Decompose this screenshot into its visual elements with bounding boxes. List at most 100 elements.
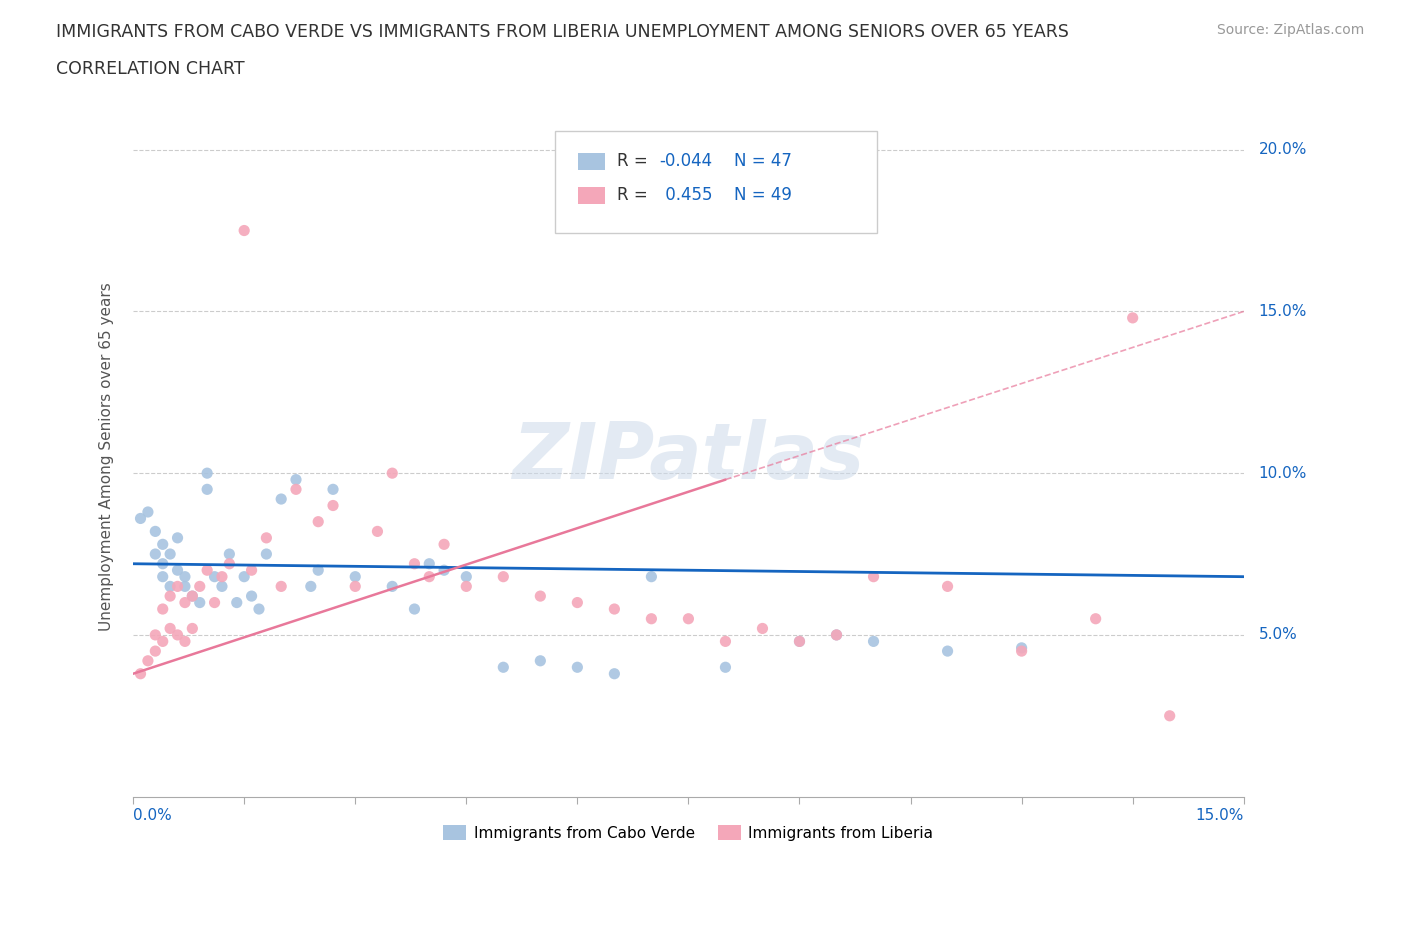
Point [603,666,626,681]
Text: IMMIGRANTS FROM CABO VERDE VS IMMIGRANTS FROM LIBERIA UNEMPLOYMENT AMONG SENIORS: IMMIGRANTS FROM CABO VERDE VS IMMIGRANTS… [56,23,1069,41]
Point [366,524,388,538]
Point [254,530,277,545]
Text: 0.0%: 0.0% [134,807,172,822]
Point [181,589,204,604]
Text: 10.0%: 10.0% [1258,466,1308,481]
Point [166,563,188,578]
Point [204,595,226,610]
Point [174,579,197,594]
FancyBboxPatch shape [555,131,877,232]
Point [714,659,737,674]
Point [529,589,551,604]
Point [152,634,174,649]
Text: R =: R = [617,153,654,170]
Point [492,569,515,584]
Point [195,563,218,578]
Point [225,595,247,610]
Point [862,569,884,584]
Point [174,634,197,649]
Point [136,505,159,520]
Point [129,666,152,681]
Point [174,595,197,610]
Point [456,579,478,594]
Point [1084,611,1107,626]
Point [825,628,848,643]
Text: 5.0%: 5.0% [1258,628,1298,643]
Point [1159,709,1181,724]
Point [751,621,773,636]
Point [789,634,811,649]
Point [307,563,329,578]
Point [270,492,292,507]
Point [143,524,166,538]
Point [254,547,277,562]
Point [240,589,263,604]
Text: -0.044: -0.044 [659,153,713,170]
Point [143,547,166,562]
Point [166,530,188,545]
Point [188,595,211,610]
Point [492,659,515,674]
Point [143,628,166,643]
Point [166,628,188,643]
Point [678,611,700,626]
Text: R =: R = [617,186,654,205]
Point [862,634,884,649]
Point [825,628,848,643]
Point [936,579,959,594]
Point [181,621,204,636]
Point [344,579,367,594]
Text: 15.0%: 15.0% [1258,304,1308,319]
Point [233,569,256,584]
Point [404,556,426,571]
Point [233,223,256,238]
Text: N = 49: N = 49 [734,186,792,205]
Point [188,579,211,594]
FancyBboxPatch shape [578,153,605,169]
Point [344,569,367,584]
Point [129,511,152,525]
Point [640,569,662,584]
Text: Source: ZipAtlas.com: Source: ZipAtlas.com [1216,23,1364,37]
Point [195,466,218,481]
Text: CORRELATION CHART: CORRELATION CHART [56,60,245,78]
Point [322,482,344,497]
Point [714,634,737,649]
Point [152,602,174,617]
Point [381,466,404,481]
Point [640,611,662,626]
Point [270,579,292,594]
Point [322,498,344,513]
Point [166,579,188,594]
Point [456,569,478,584]
Point [211,579,233,594]
Text: N = 47: N = 47 [734,153,792,170]
Point [247,602,270,617]
Point [143,644,166,658]
Legend: Immigrants from Cabo Verde, Immigrants from Liberia: Immigrants from Cabo Verde, Immigrants f… [437,818,939,847]
FancyBboxPatch shape [578,187,605,204]
Point [603,602,626,617]
Point [136,654,159,669]
Text: 20.0%: 20.0% [1258,142,1308,157]
Point [211,569,233,584]
Point [418,556,440,571]
Point [195,482,218,497]
Point [218,547,240,562]
Text: ZIPatlas: ZIPatlas [512,419,865,495]
Y-axis label: Unemployment Among Seniors over 65 years: Unemployment Among Seniors over 65 years [100,283,114,631]
Point [174,569,197,584]
Point [152,537,174,551]
Point [1011,641,1033,656]
Point [381,579,404,594]
Point [404,602,426,617]
Point [152,569,174,584]
Point [299,579,322,594]
Point [567,595,589,610]
Point [433,537,456,551]
Point [1122,311,1144,325]
Point [936,644,959,658]
Point [152,556,174,571]
Point [218,556,240,571]
Point [159,621,181,636]
